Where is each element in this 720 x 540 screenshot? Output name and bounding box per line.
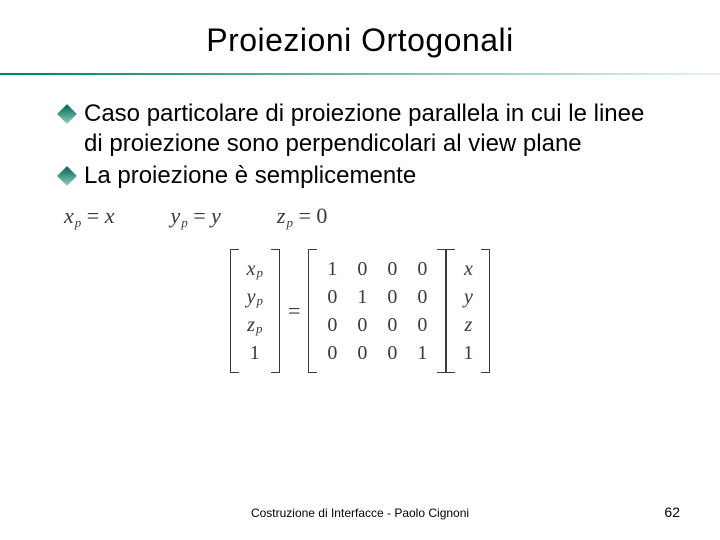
matrix-cell: 0 (417, 285, 427, 309)
matrix-equation: xpypzp1 = 1000010000000001 xyz1 (60, 249, 660, 373)
projection-matrix: 1000010000000001 (308, 249, 446, 373)
eq-xp: xp = x (64, 203, 114, 229)
page-number: 62 (664, 504, 680, 520)
vector-cell: x (463, 257, 473, 281)
input-vector: xyz 1 (446, 249, 490, 373)
matrix-cell: 0 (387, 285, 397, 309)
bullet-text: La proiezione è semplicemente (84, 161, 416, 191)
vector-cell: zp (247, 313, 263, 337)
vector-cell: yp (247, 285, 263, 309)
equation-line: xp = x yp = y zp = 0 (64, 203, 660, 229)
eq-zp: zp = 0 (277, 203, 327, 229)
matrix-cell: 0 (387, 341, 397, 365)
result-vector: xp yp zp 1 (230, 249, 280, 373)
divider-bar (0, 73, 720, 75)
equals-sign: = (288, 298, 300, 324)
matrix-cell: 0 (327, 313, 337, 337)
slide-title: Proiezioni Ortogonali (0, 0, 720, 59)
matrix-cell: 0 (417, 257, 427, 281)
matrix-cell: 0 (357, 341, 367, 365)
matrix-cell: 0 (357, 257, 367, 281)
diamond-bullet-icon (57, 166, 77, 186)
matrix-cell: 0 (387, 257, 397, 281)
slide-body: Caso particolare di proiezione parallela… (0, 81, 720, 373)
vector-cell: z (463, 313, 473, 337)
eq-yp: yp = y (170, 203, 220, 229)
vector-cell: 1 (247, 341, 263, 365)
bullet-text: Caso particolare di proiezione parallela… (84, 99, 660, 159)
bullet-item: La proiezione è semplicemente (60, 161, 660, 191)
matrix-cell: 0 (327, 341, 337, 365)
bullet-item: Caso particolare di proiezione parallela… (60, 99, 660, 159)
scalar-equations: xp = x yp = y zp = 0 (60, 203, 660, 229)
matrix-cell: 0 (417, 313, 427, 337)
vector-cell: xp (247, 257, 263, 281)
divider (0, 73, 720, 81)
vector-cell: 1 (463, 341, 473, 365)
matrix-cell: 0 (357, 313, 367, 337)
matrix-cell: 1 (417, 341, 427, 365)
matrix-cell: 1 (357, 285, 367, 309)
matrix-cell: 1 (327, 257, 337, 281)
matrix-cell: 0 (387, 313, 397, 337)
footer-text: Costruzione di Interfacce - Paolo Cignon… (0, 506, 720, 520)
diamond-bullet-icon (57, 104, 77, 124)
vector-cell: y (463, 285, 473, 309)
matrix-cell: 0 (327, 285, 337, 309)
